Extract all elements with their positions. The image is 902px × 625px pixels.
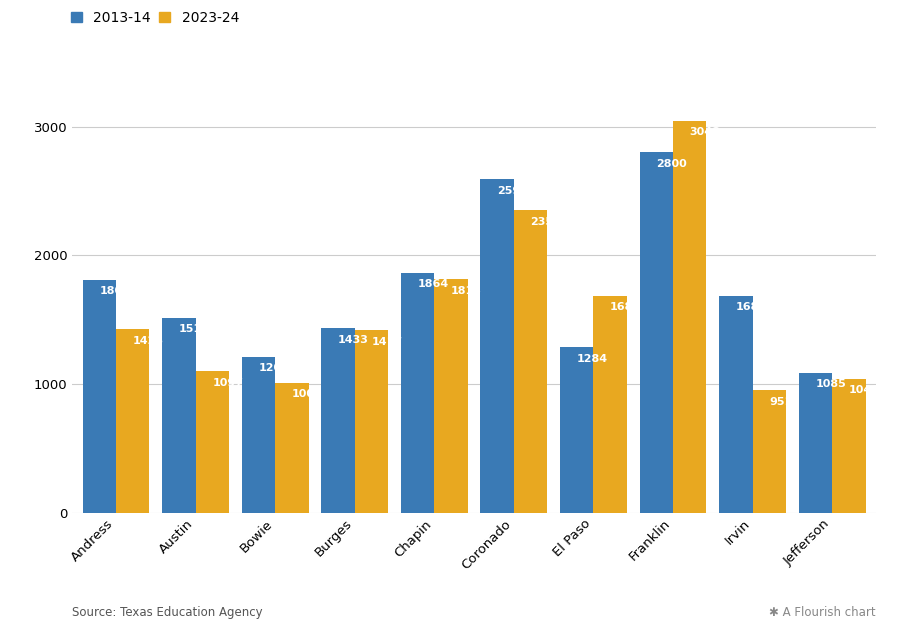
- Bar: [480, 179, 513, 512]
- Text: 1097: 1097: [212, 378, 243, 388]
- Text: 1433: 1433: [337, 334, 369, 344]
- Text: 2590: 2590: [497, 186, 528, 196]
- Text: 1007: 1007: [291, 389, 322, 399]
- Bar: [718, 296, 751, 512]
- Text: 1425: 1425: [133, 336, 163, 346]
- Bar: [798, 373, 832, 512]
- Text: 1284: 1284: [576, 354, 607, 364]
- Legend: 2013-14, 2023-24: 2013-14, 2023-24: [71, 11, 239, 25]
- Bar: [162, 318, 196, 512]
- Bar: [593, 296, 626, 512]
- Text: 1514: 1514: [179, 324, 209, 334]
- Bar: [321, 328, 354, 512]
- Text: 2350: 2350: [530, 217, 560, 227]
- Bar: [832, 379, 865, 512]
- Bar: [751, 390, 785, 512]
- Text: Source: Texas Education Agency: Source: Texas Education Agency: [72, 606, 262, 619]
- Bar: [115, 329, 149, 512]
- Bar: [242, 357, 275, 512]
- Bar: [434, 279, 467, 512]
- Text: 1864: 1864: [417, 279, 448, 289]
- Text: 1687: 1687: [610, 302, 640, 312]
- Text: 3048: 3048: [689, 127, 720, 137]
- Text: 1209: 1209: [258, 364, 290, 374]
- Text: 2800: 2800: [656, 159, 686, 169]
- Text: 1815: 1815: [450, 286, 482, 296]
- Text: ✱ A Flourish chart: ✱ A Flourish chart: [769, 606, 875, 619]
- Bar: [82, 280, 115, 512]
- Bar: [513, 211, 547, 512]
- Text: 1809: 1809: [99, 286, 130, 296]
- Bar: [196, 371, 229, 512]
- Bar: [400, 273, 434, 512]
- Bar: [672, 121, 705, 512]
- Text: 1417: 1417: [371, 337, 402, 347]
- Bar: [354, 331, 388, 512]
- Text: 1684: 1684: [735, 302, 767, 312]
- Bar: [559, 348, 593, 512]
- Text: 1085: 1085: [815, 379, 845, 389]
- Bar: [275, 383, 308, 512]
- Bar: [639, 152, 672, 512]
- Text: 1040: 1040: [848, 385, 879, 395]
- Text: 951: 951: [769, 397, 792, 407]
